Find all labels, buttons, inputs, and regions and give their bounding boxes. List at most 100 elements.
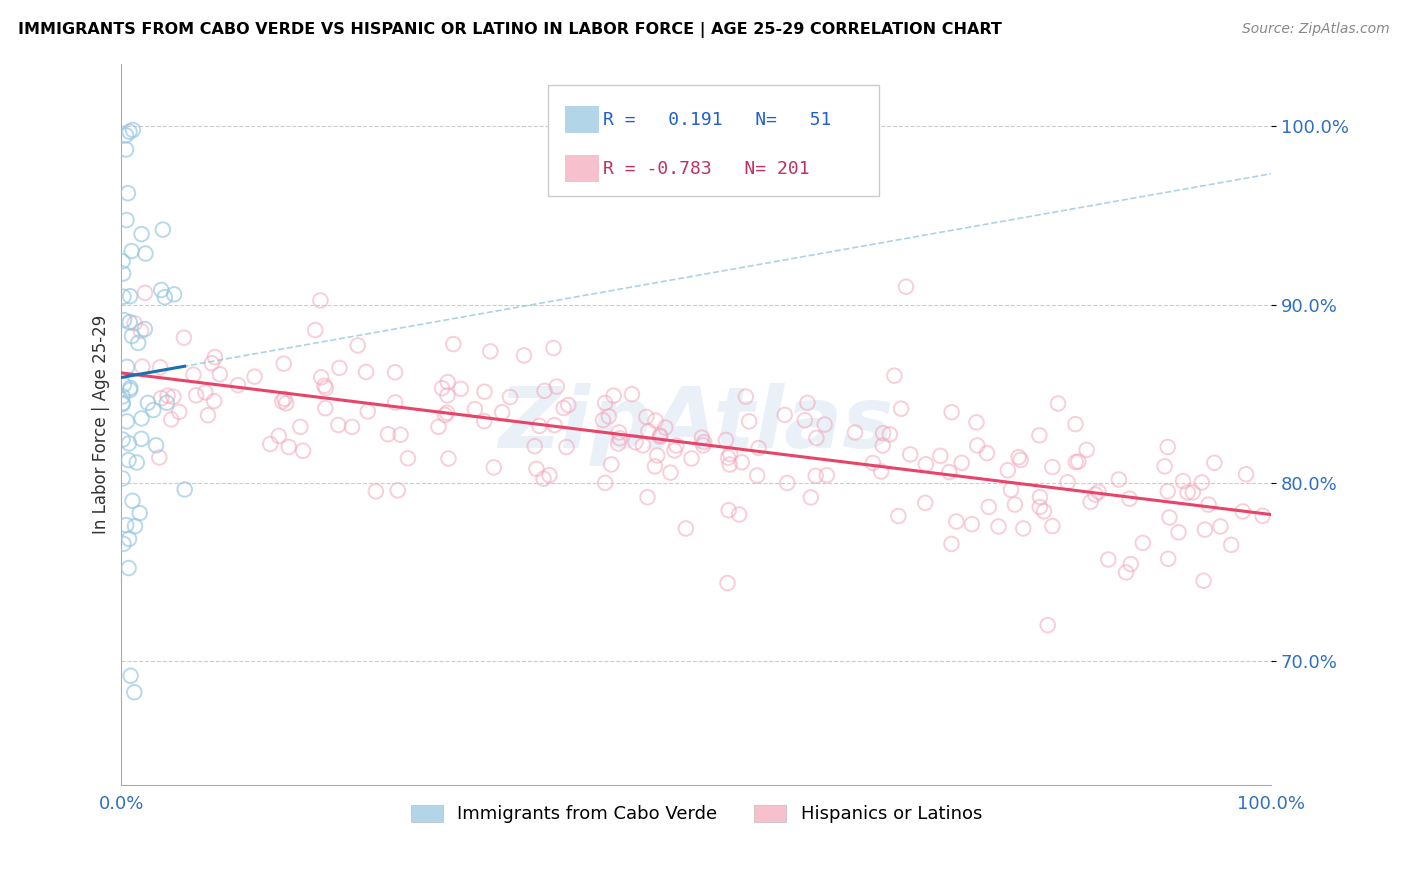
Point	[304, 323, 326, 337]
Point	[354, 365, 377, 379]
Point	[776, 475, 799, 490]
Point	[149, 360, 172, 375]
Point	[357, 404, 380, 418]
Point	[112, 377, 135, 392]
Point	[607, 436, 630, 450]
Point	[592, 413, 614, 427]
Point	[675, 521, 697, 535]
Point	[1198, 498, 1220, 512]
Point	[664, 443, 686, 458]
Point	[929, 449, 952, 463]
Point	[115, 128, 138, 143]
Point	[1084, 487, 1107, 501]
Point	[1191, 475, 1213, 490]
Point	[941, 405, 963, 419]
Point	[1159, 510, 1181, 524]
Point	[120, 669, 142, 683]
Point	[441, 337, 464, 351]
Point	[201, 356, 224, 370]
Point	[131, 432, 153, 446]
Point	[609, 431, 631, 445]
Point	[226, 378, 249, 392]
Point	[136, 396, 159, 410]
Point	[977, 500, 1000, 514]
Point	[162, 390, 184, 404]
Point	[538, 468, 561, 483]
Point	[271, 394, 294, 409]
Text: IMMIGRANTS FROM CABO VERDE VS HISPANIC OR LATINO IN LABOR FORCE | AGE 25-29 CORR: IMMIGRANTS FROM CABO VERDE VS HISPANIC O…	[18, 22, 1002, 38]
Point	[636, 409, 658, 424]
Point	[938, 465, 960, 479]
Point	[543, 418, 565, 433]
Point	[960, 517, 983, 532]
Point	[364, 484, 387, 499]
Point	[965, 416, 987, 430]
Point	[1177, 485, 1199, 500]
Point	[546, 379, 568, 393]
Point	[389, 427, 412, 442]
Point	[1008, 450, 1031, 465]
Point	[436, 388, 458, 402]
Point	[183, 368, 205, 382]
Point	[533, 384, 555, 398]
Point	[553, 401, 575, 415]
Point	[731, 455, 754, 469]
Point	[134, 322, 156, 336]
Point	[1028, 428, 1050, 442]
Point	[142, 403, 165, 417]
Point	[340, 420, 363, 434]
Point	[118, 125, 141, 139]
Point	[738, 414, 761, 428]
Point	[1194, 523, 1216, 537]
Point	[976, 446, 998, 460]
Point	[499, 390, 522, 404]
Point	[125, 456, 148, 470]
Point	[277, 440, 299, 454]
Point	[602, 389, 624, 403]
Point	[150, 283, 173, 297]
Point	[734, 390, 756, 404]
Point	[112, 313, 135, 327]
Point	[950, 456, 973, 470]
Point	[120, 289, 142, 303]
Point	[748, 441, 770, 455]
Point	[384, 395, 406, 409]
Point	[118, 532, 141, 546]
Point	[624, 435, 647, 450]
Point	[156, 389, 179, 403]
Point	[693, 435, 716, 450]
Point	[1192, 574, 1215, 588]
Point	[117, 453, 139, 467]
Point	[1040, 460, 1063, 475]
Point	[111, 433, 134, 447]
Point	[883, 368, 905, 383]
Point	[436, 406, 458, 420]
Point	[274, 396, 297, 410]
Point	[121, 244, 143, 258]
Point	[890, 401, 912, 416]
Point	[1153, 459, 1175, 474]
Point	[112, 267, 135, 281]
Point	[396, 451, 419, 466]
Point	[315, 381, 337, 395]
Point	[644, 459, 666, 474]
Point	[555, 440, 578, 454]
Point	[716, 576, 738, 591]
Point	[620, 387, 643, 401]
Point	[997, 463, 1019, 477]
Point	[292, 443, 315, 458]
Point	[150, 391, 173, 405]
Point	[665, 438, 688, 452]
Point	[450, 382, 472, 396]
Point	[128, 506, 150, 520]
Point	[1204, 456, 1226, 470]
Point	[173, 331, 195, 345]
Point	[479, 344, 502, 359]
Point	[607, 425, 630, 440]
Point	[1232, 504, 1254, 518]
Point	[941, 537, 963, 551]
Point	[118, 436, 141, 450]
Point	[644, 414, 666, 428]
Point	[806, 431, 828, 445]
Point	[134, 246, 156, 260]
